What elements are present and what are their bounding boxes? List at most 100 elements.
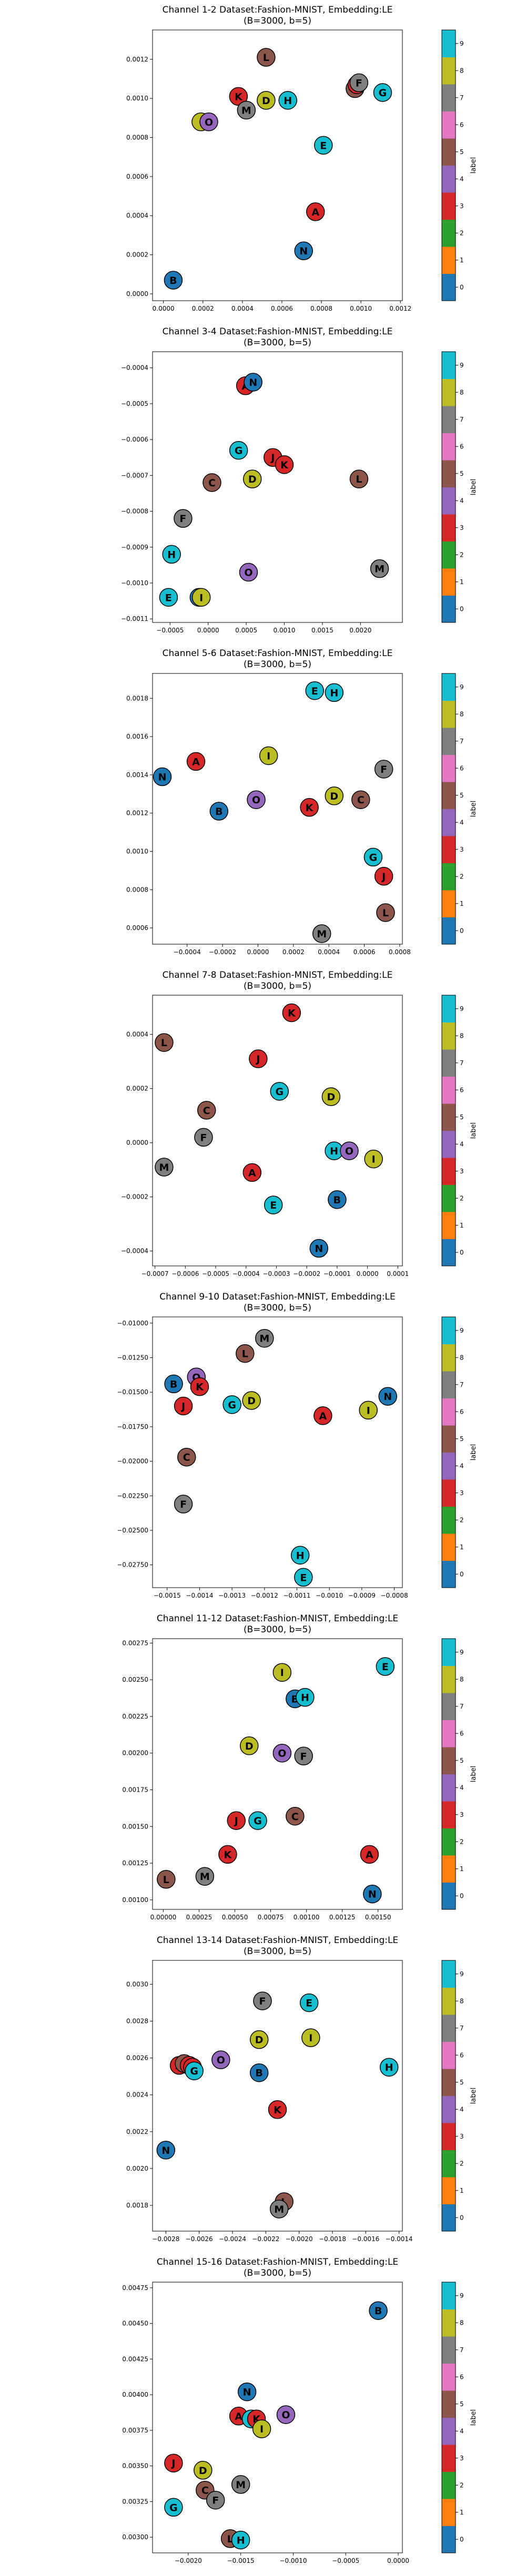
colorbar-segment bbox=[442, 782, 456, 809]
point-label: B bbox=[169, 275, 177, 287]
y-tick-label: 0.00300 bbox=[122, 2533, 148, 2541]
colorbar-tick-label: 1 bbox=[460, 578, 464, 586]
colorbar-segment bbox=[442, 2015, 456, 2042]
point-marker bbox=[186, 752, 206, 771]
point-label: H bbox=[330, 687, 338, 699]
point-label: D bbox=[247, 1395, 256, 1407]
point-label: A bbox=[192, 756, 200, 768]
point-label: H bbox=[301, 1692, 309, 1704]
y-tick-label: 0.0022 bbox=[126, 2128, 148, 2135]
point-marker bbox=[349, 73, 369, 93]
scatter-point: N bbox=[363, 1884, 382, 1904]
chart-subtitle: (B=3000, b=5) bbox=[244, 1946, 311, 1957]
y-tick-label: −0.0004 bbox=[121, 364, 148, 372]
point-label: E bbox=[320, 140, 327, 151]
point-label: I bbox=[367, 1405, 370, 1416]
colorbar-tick-label: 2 bbox=[460, 1838, 464, 1845]
colorbar-segment bbox=[442, 1960, 456, 1988]
chart-panel: Channel 5-6 Dataset:Fashion-MNIST, Embed… bbox=[126, 648, 478, 956]
y-tick-label: −0.0010 bbox=[121, 579, 148, 587]
colorbar-tick-label: 2 bbox=[460, 2160, 464, 2167]
scatter-point: E bbox=[264, 1195, 283, 1214]
x-tick-label: −0.0005 bbox=[202, 1270, 229, 1277]
scatter-point: L bbox=[157, 1870, 176, 1889]
colorbar-tick-label: 2 bbox=[460, 2481, 464, 2489]
scatter-point: D bbox=[325, 786, 344, 805]
point-marker bbox=[218, 1845, 237, 1864]
plot-frame bbox=[152, 1960, 403, 2232]
colorbar-tick-label: 7 bbox=[460, 1059, 464, 1067]
colorbar-segment bbox=[442, 379, 456, 406]
y-tick-label: 0.00175 bbox=[122, 1786, 148, 1794]
colorbar-tick-label: 8 bbox=[460, 67, 464, 74]
colorbar-label: label bbox=[470, 1766, 478, 1782]
scatter-point: J bbox=[249, 1049, 268, 1068]
scatter-point: E bbox=[314, 136, 333, 155]
y-tick-label: −0.01250 bbox=[117, 1354, 148, 1362]
colorbar-segment bbox=[442, 2526, 456, 2553]
point-marker bbox=[209, 802, 229, 821]
scatter-point: E bbox=[299, 1993, 319, 2012]
colorbar-segment bbox=[442, 138, 456, 166]
colorbar-segment bbox=[442, 1452, 456, 1480]
point-label: G bbox=[190, 2066, 198, 2077]
point-label: L bbox=[161, 1037, 167, 1049]
point-marker bbox=[374, 760, 393, 779]
point-marker bbox=[185, 2061, 204, 2080]
scatter-point: H bbox=[278, 91, 297, 110]
colorbar: 0 1 2 3 4 5 6 7 8 9 label bbox=[441, 2282, 478, 2553]
y-tick-label: −0.0007 bbox=[121, 472, 148, 479]
y-tick-label: 0.0026 bbox=[126, 2054, 148, 2062]
scatter-point: G bbox=[363, 847, 383, 867]
plot-frame bbox=[152, 995, 403, 1266]
colorbar-label: label bbox=[470, 479, 478, 495]
colorbar-tick-label: 1 bbox=[460, 900, 464, 907]
x-tick-label: −0.0009 bbox=[348, 1592, 376, 1599]
point-label: E bbox=[165, 592, 172, 604]
colorbar-tick-label: 6 bbox=[460, 1730, 464, 1737]
x-tick-label: −0.0014 bbox=[186, 1592, 213, 1599]
scatter-point: I bbox=[252, 2419, 271, 2438]
point-label: D bbox=[199, 2465, 207, 2477]
point-label: O bbox=[205, 117, 213, 128]
colorbar-tick-label: 5 bbox=[460, 2079, 464, 2086]
y-tick-label: 0.00325 bbox=[122, 2498, 148, 2505]
colorbar-tick-label: 2 bbox=[460, 1516, 464, 1524]
point-marker bbox=[211, 2050, 230, 2069]
colorbar-tick-label: 4 bbox=[460, 1462, 464, 1469]
colorbar-segment bbox=[442, 1103, 456, 1131]
scatter-point: C bbox=[177, 1447, 196, 1467]
colorbar-segment bbox=[442, 2282, 456, 2309]
x-tick-label: −0.0005 bbox=[156, 627, 184, 634]
colorbar-segment bbox=[442, 836, 456, 863]
x-tick-label: −0.0011 bbox=[283, 1592, 310, 1599]
colorbar-tick-label: 5 bbox=[460, 470, 464, 477]
colorbar-tick-label: 3 bbox=[460, 846, 464, 853]
point-label: I bbox=[260, 2424, 264, 2435]
colorbar-tick-label: 4 bbox=[460, 2105, 464, 2113]
x-tick-label: 0.0002 bbox=[192, 305, 214, 312]
scatter-point: L bbox=[155, 1033, 174, 1052]
x-tick-label: −0.0028 bbox=[152, 2235, 179, 2243]
point-marker bbox=[237, 2382, 257, 2401]
colorbar-segment bbox=[442, 2204, 456, 2232]
point-label: A bbox=[319, 1410, 327, 1422]
scatter-point: A bbox=[242, 1163, 262, 1182]
colorbar-segment bbox=[442, 2123, 456, 2150]
chart-panel: Channel 1-2 Dataset:Fashion-MNIST, Embed… bbox=[126, 5, 478, 312]
colorbar-tick-label: 3 bbox=[460, 1489, 464, 1497]
point-marker bbox=[268, 2100, 287, 2119]
point-label: F bbox=[380, 764, 387, 775]
x-tick-label: −0.0010 bbox=[316, 1592, 343, 1599]
colorbar-tick-label: 7 bbox=[460, 1703, 464, 1710]
point-marker bbox=[259, 746, 278, 765]
point-marker bbox=[379, 2058, 399, 2077]
point-marker bbox=[376, 1657, 395, 1676]
point-marker bbox=[197, 1101, 216, 1120]
colorbar-label: label bbox=[470, 1122, 478, 1139]
y-tick-label: 0.00150 bbox=[122, 1823, 148, 1830]
x-tick-label: −0.0008 bbox=[381, 1592, 408, 1599]
point-label: H bbox=[385, 2062, 393, 2073]
plot-frame bbox=[152, 673, 403, 945]
point-label: J bbox=[234, 1815, 238, 1827]
